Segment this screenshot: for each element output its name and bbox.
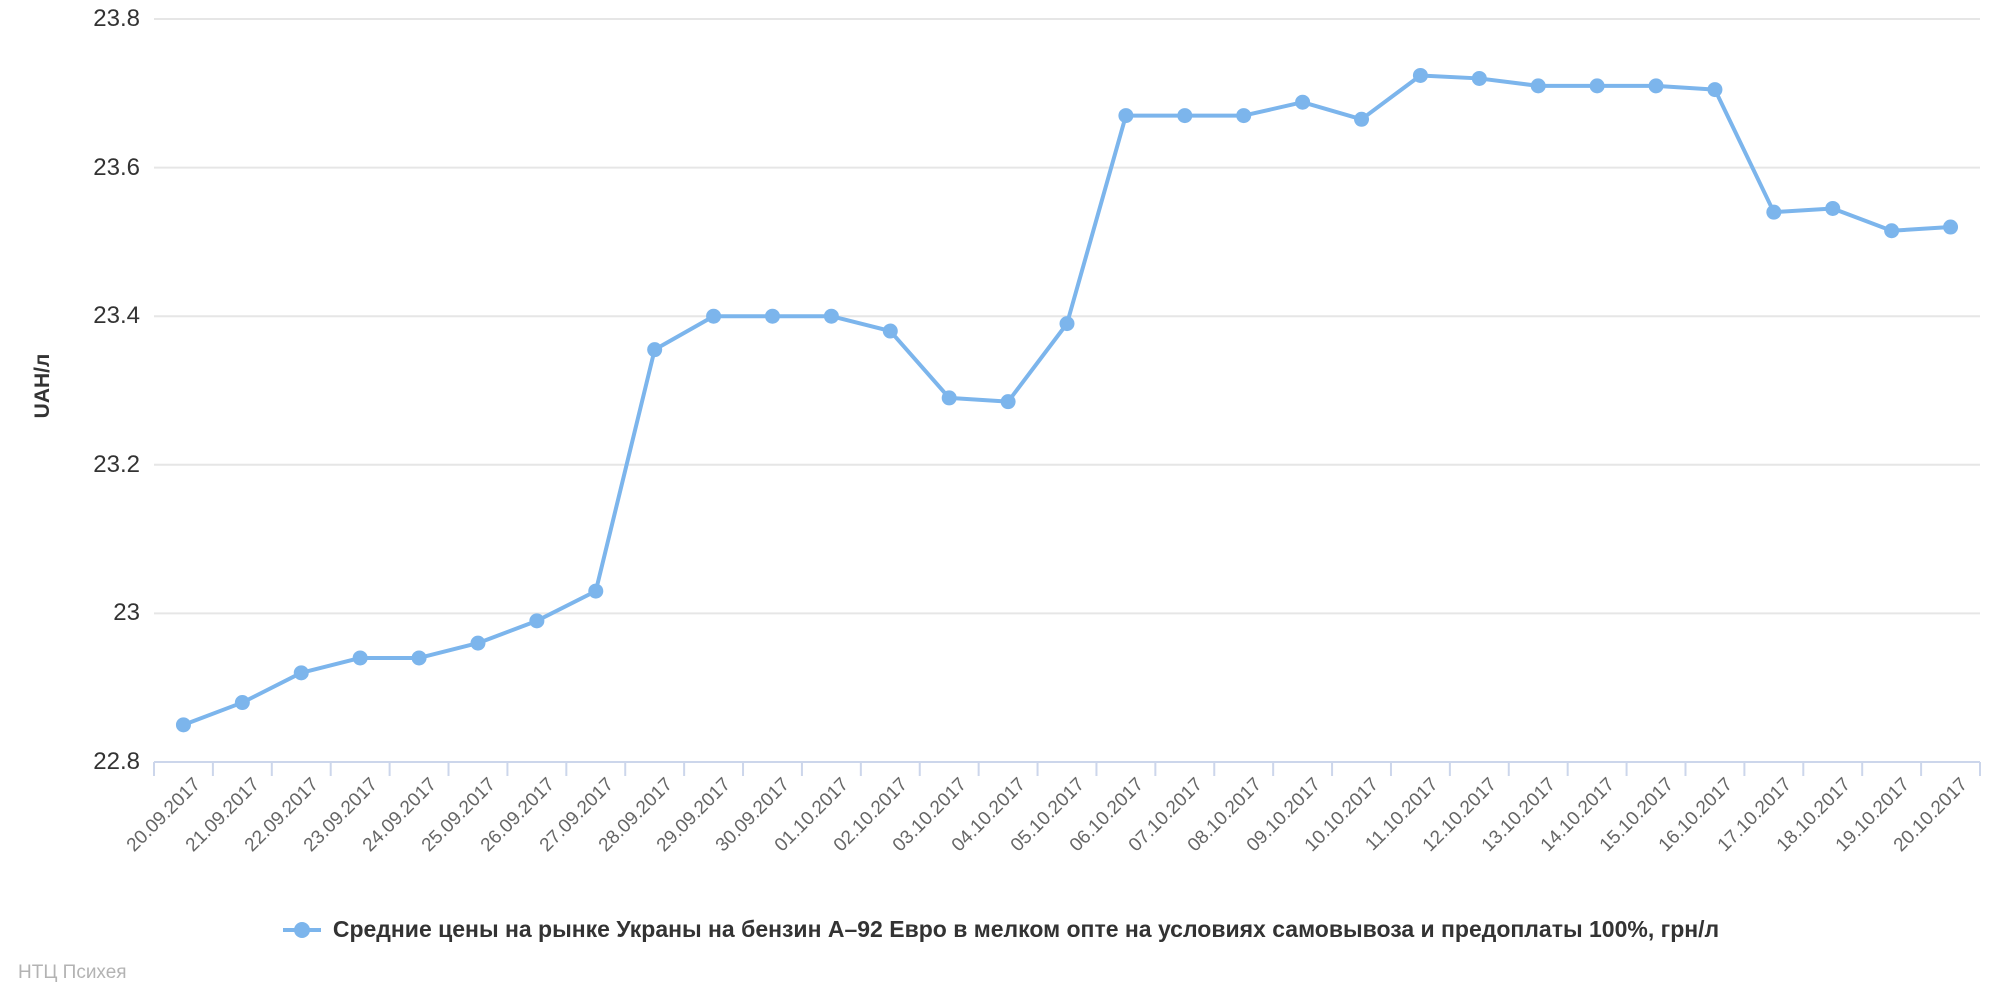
legend-item[interactable]: Средние цены на рынке Украны на бензин А…	[281, 916, 1719, 943]
data-point-marker[interactable]	[1354, 111, 1370, 127]
series-line	[181, 73, 1953, 727]
y-axis-tick-label: 23.8	[93, 5, 140, 32]
data-point-marker[interactable]	[470, 635, 486, 651]
data-point-marker[interactable]	[1589, 78, 1605, 94]
data-point-marker[interactable]	[1648, 78, 1664, 94]
legend-series-marker-icon	[282, 921, 321, 938]
data-point-marker[interactable]	[175, 717, 191, 733]
data-point-marker[interactable]	[1943, 219, 1959, 235]
data-point-marker[interactable]	[352, 650, 368, 666]
data-point-marker[interactable]	[529, 613, 545, 629]
data-point-marker[interactable]	[1177, 108, 1193, 124]
y-axis-tick-label: 22.8	[93, 748, 140, 775]
data-point-marker[interactable]	[764, 308, 780, 324]
data-point-marker[interactable]	[941, 390, 957, 406]
data-point-marker[interactable]	[1236, 108, 1252, 124]
data-point-marker[interactable]	[1000, 394, 1016, 410]
data-point-marker[interactable]	[1825, 200, 1841, 216]
data-point-marker[interactable]	[1059, 316, 1075, 332]
data-point-marker[interactable]	[1295, 94, 1311, 110]
credit-text: НТЦ Психея	[18, 962, 127, 983]
data-point-marker[interactable]	[588, 583, 604, 599]
data-point-marker[interactable]	[706, 308, 722, 324]
legend-series-label: Средние цены на рынке Украны на бензин А…	[332, 916, 1720, 942]
legend: Средние цены на рынке Украны на бензин А…	[0, 916, 2000, 943]
y-axis-title: UAH/л	[31, 353, 54, 419]
data-point-marker[interactable]	[411, 650, 427, 666]
data-point-marker[interactable]	[1884, 223, 1900, 239]
data-point-marker[interactable]	[234, 695, 250, 711]
data-point-marker[interactable]	[1530, 78, 1546, 94]
data-point-marker[interactable]	[882, 323, 898, 339]
y-axis-tick-label: 23.4	[93, 302, 140, 330]
data-point-marker[interactable]	[1707, 82, 1723, 98]
data-point-marker[interactable]	[1118, 108, 1134, 124]
data-point-marker[interactable]	[647, 342, 663, 358]
data-point-marker[interactable]	[293, 665, 309, 681]
data-point-marker[interactable]	[823, 308, 839, 324]
y-axis-tick-label: 23.6	[93, 153, 140, 181]
data-point-marker[interactable]	[1471, 70, 1487, 86]
y-axis-tick-label: 23	[113, 599, 140, 627]
y-axis-tick-label: 23.2	[93, 450, 140, 478]
data-point-marker[interactable]	[1766, 204, 1782, 220]
data-point-marker[interactable]	[1412, 67, 1428, 83]
